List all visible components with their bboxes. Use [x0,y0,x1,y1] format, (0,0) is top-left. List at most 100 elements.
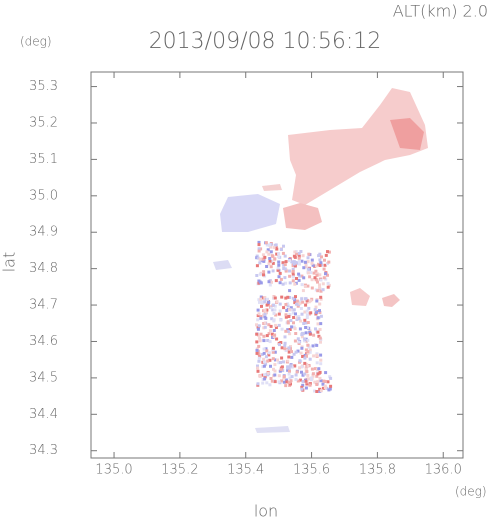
echo-pixel [305,370,309,374]
echo-pixel [255,274,259,277]
echo-pixel [262,339,266,343]
echo-pixel [306,350,310,354]
echo-pixel [327,283,331,287]
echo-pixel [313,276,317,280]
echo-pixel [297,256,301,260]
echo-pixel [264,316,268,320]
echo-pixel [304,331,308,335]
echo-pixel [324,253,328,257]
echo-pixel [267,280,271,284]
echo-pixel [289,379,293,383]
echo-pixel [269,250,273,254]
echo-pixel [288,364,292,368]
echo-pixel [318,264,322,267]
echo-pixel [292,260,296,264]
echo-pixel [304,303,308,307]
echo-pixel [303,318,307,322]
echo-pixel [290,365,294,369]
echo-pixel [318,328,322,331]
echo-pixel [298,360,301,364]
echo-pixel [306,284,310,288]
echo-pixel [284,269,288,273]
echo-pixel [270,379,274,383]
echo-pixel [267,353,271,357]
echo-pixel [274,358,277,362]
echo-pixel [288,289,292,293]
echo-pixel [300,259,304,263]
echo-pixel [315,310,318,314]
echo-pixel [288,376,292,380]
echo-pixel [294,312,297,316]
echo-pixel [326,250,329,254]
echo-pixel [260,301,264,305]
echo-pixel [279,318,283,322]
echo-pixel [282,380,286,384]
echo-pixel [296,337,300,341]
echo-pixel [318,387,322,391]
echo-pixel [300,297,304,301]
echo-pixel [315,273,319,277]
echo-pixel [293,250,297,254]
echo-pixel [320,255,323,259]
echo-pixel [273,257,277,261]
echo-pixel [319,297,323,301]
echo-pixel [304,265,308,269]
echo-pixel [258,257,262,261]
echo-pixel [299,319,303,323]
echo-pixel [292,352,296,356]
echo-pixel [315,299,319,303]
echo-pixel [293,339,297,343]
echo-pixel [282,244,285,248]
echo-pixel [293,264,297,268]
echo-pixel [267,270,271,274]
echo-pixel [294,295,297,299]
echo-pixel [257,298,261,302]
echo-pixel [286,328,290,332]
echo-pixel [308,383,312,387]
echo-pixel [266,371,270,375]
echo-pixel [302,266,306,270]
echo-pixel [306,256,310,260]
echo-pixel [273,304,277,308]
echo-pixel [309,311,313,315]
echo-pixel [273,243,277,247]
echo-pixel [283,347,287,351]
echo-pixel [319,278,323,282]
echo-pixel [318,370,322,374]
echo-pixel [316,316,320,320]
echo-pixel [275,337,279,341]
echo-pixel [259,315,263,318]
echo-pixel [299,250,303,253]
echo-pixel [300,370,303,374]
echo-pixel [297,272,301,276]
echo-pixel [269,265,273,269]
echo-pixel [276,268,280,272]
echo-pixel [257,312,261,316]
echo-pixel [301,373,305,377]
echo-pixel [284,329,288,333]
echo-patch [390,118,424,150]
echo-pixel [259,295,263,299]
echo-pixel [293,282,297,286]
echo-pixel [294,377,298,381]
echo-pixel [300,331,304,335]
echo-pixel [286,330,290,333]
echo-pixel [273,333,277,337]
echo-pixel [315,383,319,386]
echo-pixel [326,281,330,285]
echo-pixel [277,361,281,365]
echo-pixel [292,321,295,325]
echo-pixel [310,261,314,265]
echo-pixel [266,248,270,252]
echo-pixel [262,357,266,361]
echo-pixel [263,308,267,312]
altitude-label: ALT(km) 2.0 [393,2,488,21]
echo-pixel [300,385,304,389]
echo-pixel [305,382,309,386]
echo-pixel [282,267,286,270]
echo-pixel [288,332,292,336]
echo-pixel [268,243,272,247]
echo-pixel [281,369,285,373]
echo-pixel [262,259,266,263]
